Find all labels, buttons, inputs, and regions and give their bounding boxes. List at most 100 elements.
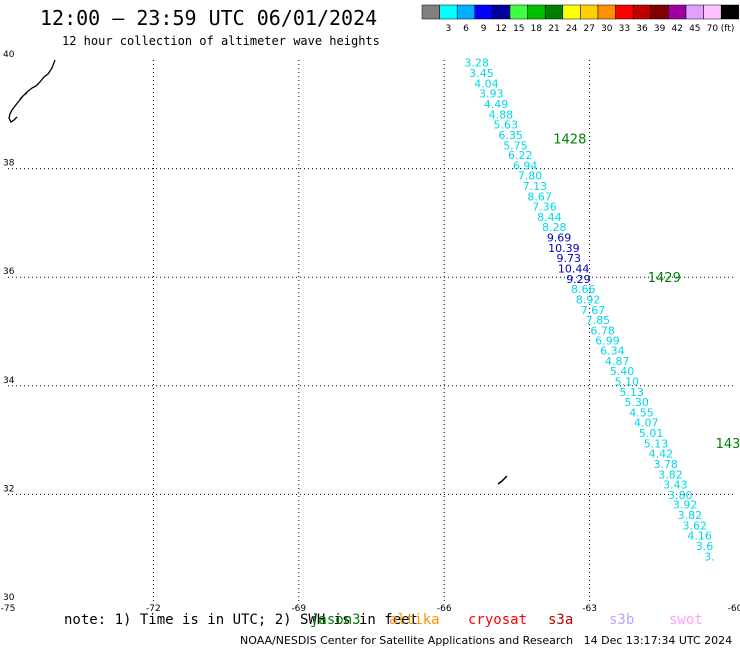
wave-height-value: 8.28 [542,221,567,234]
legend-bin-label: 30 [601,24,613,34]
wave-height-value: 9.73 [557,252,582,265]
lat-tick-label: 40 [3,50,15,60]
wave-height-value: 6.34 [600,345,625,358]
wave-height-value: 5.13 [620,386,645,399]
wave-height-value: 9.29 [566,273,591,286]
wave-height-value: 5.75 [503,139,528,152]
wave-height-value: 3. [704,550,715,563]
track-time-labels: 1428 1429 1430 [553,133,740,452]
lon-tick-label: -66 [437,604,452,614]
island-bermuda [497,475,508,485]
wave-height-value: 10.44 [558,263,590,276]
wave-height-value: 5.01 [639,427,664,440]
legend-bin-label: 33 [619,24,630,34]
wave-height-value: 4.04 [474,77,499,90]
wave-height-value: 3.43 [663,479,688,492]
lat-tick-label: 32 [3,484,14,494]
wave-height-value: 5.63 [494,119,519,132]
footer-credit: NOAA/NESDIS Center for Satellite Applica… [240,634,732,647]
lat-tick-label: 34 [3,376,15,386]
wave-height-value: 4.55 [629,406,654,419]
wave-height-value: 8.67 [527,190,552,203]
legend-bin-label: 45 [689,24,700,34]
wave-height-value: 7.67 [581,304,606,317]
lat-tick-label: 38 [3,159,15,169]
axis-tick-labels: -75 -72 -69 -66 -63 -60 40 38 36 34 32 30 [1,50,740,614]
legend-unit: (ft) [721,24,735,34]
legend-bin-label: 39 [654,24,666,34]
wave-height-value: 4.16 [687,530,712,543]
lon-tick-label: -60 [728,604,740,614]
wave-height-value: 6.94 [513,159,538,172]
legend-bin-label: 6 [463,24,469,34]
lat-tick-label: 30 [3,593,15,603]
pass-time-label: 1428 [553,133,586,148]
lon-tick-label: -75 [1,604,16,614]
wave-height-value: 5.13 [644,437,669,450]
wave-height-value: 6.35 [498,129,523,142]
satellite-s3a: s3a [548,612,574,628]
satellite-cryosat: cryosat [468,612,528,628]
coastline-northwest [8,59,56,123]
wave-height-value: 3.92 [673,499,698,512]
wave-height-value: 6.78 [590,324,615,337]
wave-height-value: 3.82 [658,468,683,481]
wave-height-value: 7.85 [586,314,611,327]
wave-height-value: 8.66 [571,283,596,296]
wave-height-value: 4.88 [489,108,514,121]
pass-time-label: 1430 [716,437,740,452]
coastline [8,59,508,485]
legend-bin-label: 42 [671,24,682,34]
wave-height-value: 6.99 [595,335,620,348]
wave-height-value: 3.45 [469,67,494,80]
lon-tick-label: -69 [291,604,306,614]
wave-height-value: 4.42 [649,448,674,461]
satellite-s3b: s3b [609,612,635,628]
wave-height-value: 5.10 [615,375,640,388]
wave-height-value: 9.69 [547,232,572,245]
legend-bin-label: 18 [531,24,543,34]
wave-height-value: 10.39 [548,242,580,255]
map-gridlines [8,60,735,603]
wave-height-value: 3.28 [464,57,489,70]
footer-timestamp: 14 Dec 13:17:34 UTC 2024 [583,634,733,647]
legend-bin-label: 24 [566,24,578,34]
wave-height-value: 8.92 [576,293,601,306]
wave-height-value: 4.49 [484,98,509,111]
map-subtitle: 12 hour collection of altimeter wave hei… [62,34,380,48]
legend-bin-label: 9 [481,24,487,34]
wave-height-value: 7.13 [523,180,548,193]
lat-tick-label: 36 [3,267,15,277]
legend-bin-label: 12 [495,24,506,34]
wave-height-value: 3.6 [696,540,714,553]
wave-height-value: 3.80 [668,489,693,502]
legend-bin-label: 36 [636,24,648,34]
satellite-swot: swot [669,612,703,628]
legend-bin-label: 21 [548,24,559,34]
legend-bin-label: 15 [513,24,524,34]
legend-bin-label: 70 [707,24,719,34]
wave-height-value: 7.80 [518,170,543,183]
map-title: 12:00 – 23:59 UTC 06/01/2024 [40,6,378,30]
wave-height-value: 4.87 [605,355,630,368]
altimeter-track: 3.283.454.043.934.494.885.636.355.756.22… [464,57,714,564]
wave-height-color-legend: 3 6 9 12 15 18 21 24 27 30 33 36 39 42 45 70 (ft) [421,4,740,34]
wave-height-value: 4.07 [634,417,659,430]
satellite-jason3: jason3 [310,612,361,628]
units-note: note: 1) Time is in UTC; 2) SWH is in fe… [64,612,419,628]
satellite-altika: altika [389,612,440,628]
wave-height-value: 3.78 [653,458,678,471]
legend-bin-label: 27 [583,24,594,34]
lon-tick-label: -63 [582,604,597,614]
wave-height-value: 3.62 [683,519,708,532]
wave-height-value: 8.44 [537,211,562,224]
wave-height-value: 3.82 [678,509,703,522]
footer-organization: NOAA/NESDIS Center for Satellite Applica… [240,634,574,647]
wave-height-value: 5.40 [610,365,635,378]
lon-tick-label: -72 [146,604,161,614]
legend-bin-label: 3 [446,24,452,34]
wave-height-value: 6.22 [508,149,533,162]
wave-height-value: 5.30 [624,396,649,409]
